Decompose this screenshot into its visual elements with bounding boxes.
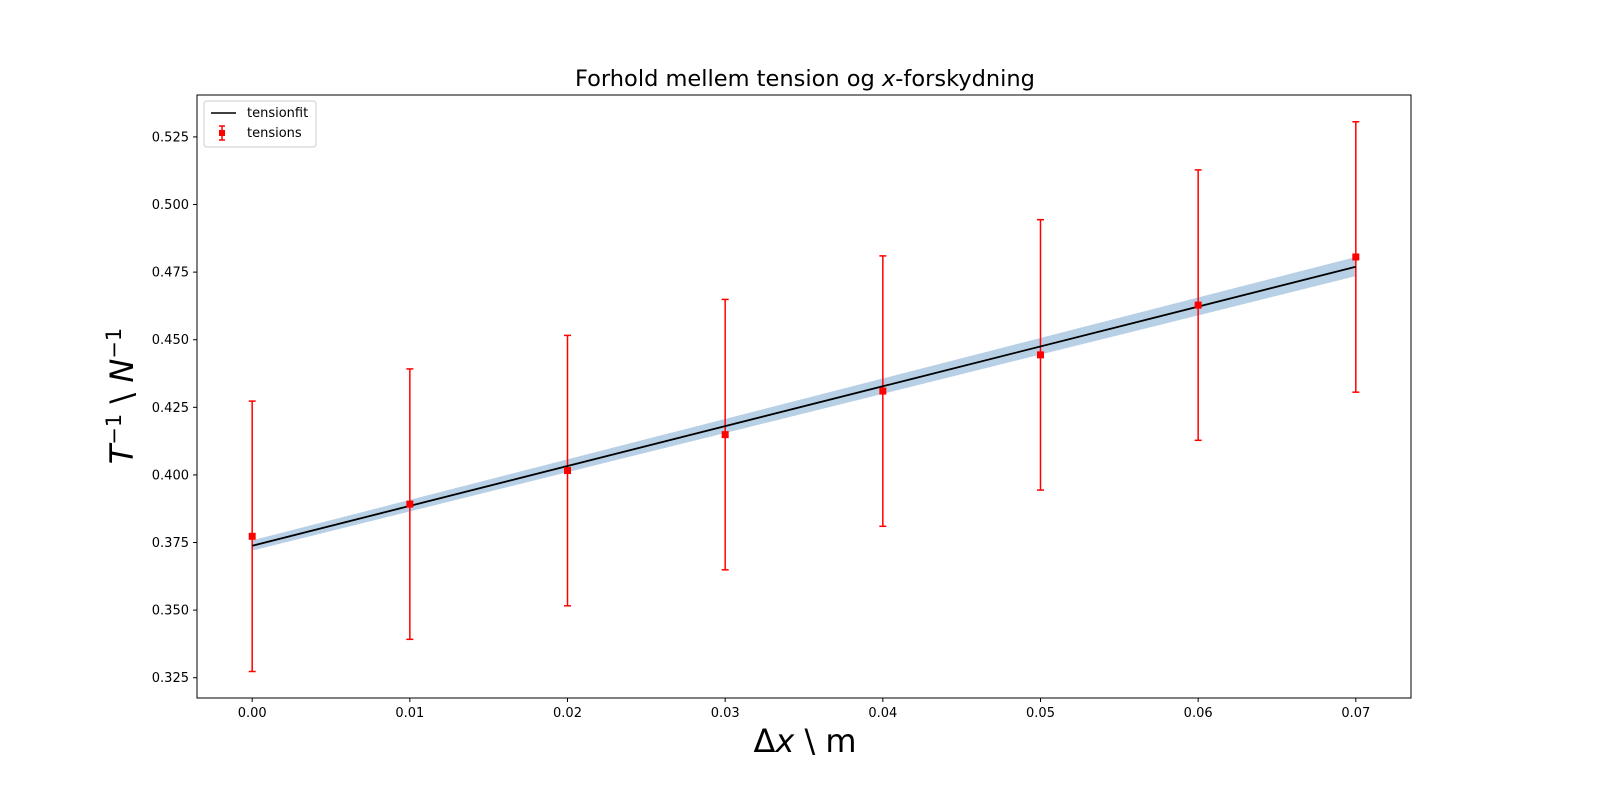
data-point-5: [1036, 351, 1044, 359]
x-tick-label-2: 0.02: [553, 706, 582, 721]
legend: tensionfit tensions: [203, 100, 317, 148]
data-point-3: [721, 431, 729, 439]
x-axis-label-delta: Δ: [753, 722, 775, 760]
y-tick-label-8: 0.525: [152, 130, 189, 145]
plot-area: [248, 121, 1360, 673]
y-axis-label-T-exp: −1: [102, 414, 126, 445]
y-tick-label-6: 0.475: [152, 266, 189, 281]
y-axis-label-T: T: [103, 442, 141, 464]
x-tick-label-5: 0.05: [1026, 706, 1055, 721]
x-axis-label: Δx \ m: [753, 722, 856, 760]
chart-title-var: x: [881, 66, 896, 92]
x-axis-label-var: x: [774, 722, 795, 760]
data-point-1: [406, 500, 414, 508]
chart-title-part-1: Forhold mellem tension og: [575, 66, 882, 92]
y-tick-label-7: 0.500: [152, 198, 189, 213]
legend-marker-swatch: [219, 130, 225, 136]
x-tick-label-6: 0.06: [1184, 706, 1213, 721]
y-tick-label-3: 0.400: [152, 468, 189, 483]
data-point-0: [248, 532, 256, 540]
legend-label-fit: tensionfit: [247, 106, 308, 121]
x-axis-ticks: 0.00 0.01 0.02 0.03 0.04 0.05 0.06 0.07: [238, 698, 1370, 721]
data-point-6: [1194, 301, 1202, 309]
fit-confidence-band: [252, 256, 1356, 551]
x-axis-label-unit: \ m: [794, 722, 856, 760]
y-axis-ticks: 0.325 0.350 0.375 0.400 0.425 0.450 0.475 0.500…: [152, 130, 197, 686]
y-axis-label: T−1 \ N−1: [102, 328, 141, 465]
x-tick-label-7: 0.07: [1341, 706, 1370, 721]
y-tick-label-0: 0.325: [152, 671, 189, 686]
x-tick-label-4: 0.04: [868, 706, 897, 721]
data-point-2: [564, 467, 572, 475]
chart-title-part-2: -forskydning: [895, 66, 1035, 92]
x-tick-label-1: 0.01: [395, 706, 424, 721]
y-axis-label-N: N: [103, 359, 141, 383]
y-tick-label-2: 0.375: [152, 536, 189, 551]
y-tick-label-4: 0.425: [152, 401, 189, 416]
fit-line: [251, 265, 1357, 547]
data-point-7: [1352, 253, 1360, 261]
chart-title: Forhold mellem tension og x-forskydning: [575, 66, 1035, 92]
y-axis-label-N-exp: −1: [102, 328, 126, 359]
x-tick-label-3: 0.03: [711, 706, 740, 721]
legend-label-tensions: tensions: [247, 126, 302, 141]
x-tick-label-0: 0.00: [238, 706, 267, 721]
axes-frame: [196, 94, 1412, 699]
y-tick-label-5: 0.450: [152, 333, 189, 348]
y-axis-label-sep: \: [103, 383, 141, 414]
data-point-4: [879, 387, 887, 395]
y-tick-label-1: 0.350: [152, 604, 189, 619]
